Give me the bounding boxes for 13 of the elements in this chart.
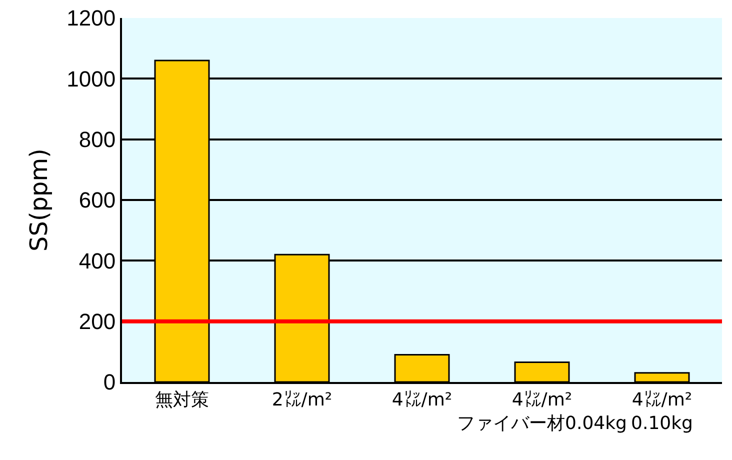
y-tick-label: 600 — [78, 188, 116, 213]
y-tick-label: 400 — [78, 248, 116, 274]
y-axis-title: SS(ppm) — [25, 148, 54, 252]
x-tick-label: 4㍑/m² ファイバー材0.04kg — [457, 390, 627, 434]
y-tick-label: 0 — [103, 370, 116, 395]
x-tick-label: 4㍑/m² — [392, 390, 452, 411]
y-tick-label: 1000 — [66, 66, 116, 92]
x-tick-label: 2㍑/m² — [272, 390, 332, 411]
x-tick-label: 無対策 — [155, 390, 209, 411]
y-tick-label: 1200 — [66, 6, 116, 31]
y-tick-label: 200 — [78, 309, 116, 334]
x-tick-label: 4㍑/m² 0.10kg — [631, 390, 693, 434]
y-tick-label: 800 — [78, 127, 116, 152]
